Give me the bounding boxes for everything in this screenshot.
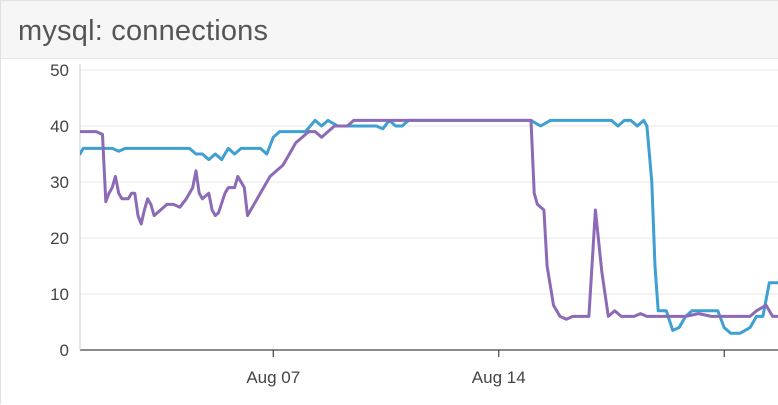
x-tick-label: Aug 07 [246,368,300,387]
series-line-1 [80,118,778,335]
y-tick-label: 20 [50,229,69,248]
y-tick-label: 40 [50,117,69,136]
y-tick-label: 50 [50,61,69,80]
y-tick-label: 30 [50,173,69,192]
y-tick-label: 10 [50,285,69,304]
series-line-2 [80,118,778,321]
panel-header: mysql: connections [1,1,778,59]
x-tick-label: Aug 14 [472,368,526,387]
panel-title: mysql: connections [18,15,269,47]
y-tick-label: 0 [60,341,69,360]
